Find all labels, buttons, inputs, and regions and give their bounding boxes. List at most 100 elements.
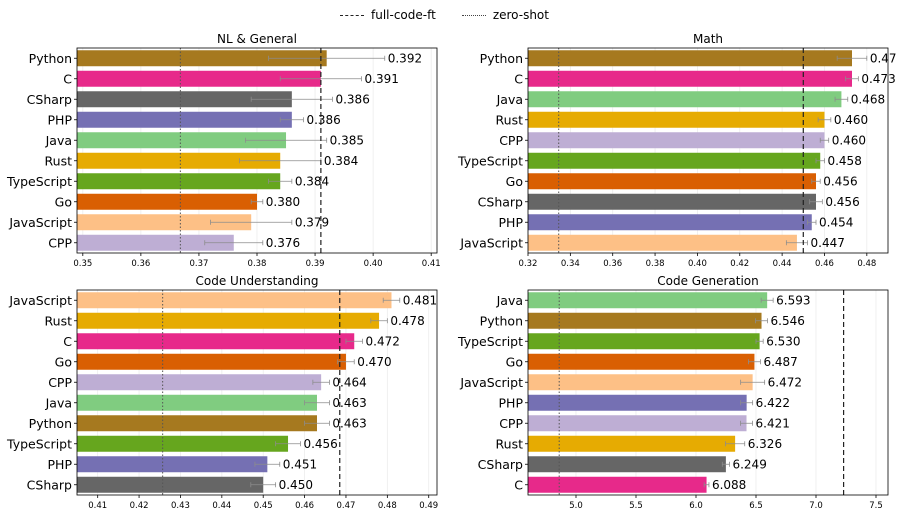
x-tick-label: 0.48 — [857, 259, 876, 269]
bar-go — [77, 193, 257, 210]
x-tick-label: 0.48 — [378, 501, 397, 511]
category-label-typescript: TypeScript — [6, 436, 72, 451]
chart-title: Math — [693, 32, 723, 46]
chart-title: NL & General — [217, 32, 297, 46]
bar-typescript — [528, 152, 821, 169]
category-label-python: Python — [29, 51, 72, 66]
bar-php — [528, 214, 812, 231]
category-label-python: Python — [480, 313, 523, 328]
category-label-typescript: TypeScript — [6, 174, 72, 189]
plot-frame — [527, 289, 889, 496]
bar-python — [528, 312, 762, 329]
bar-csharp — [528, 193, 816, 210]
bar-java — [77, 132, 287, 149]
x-tick-label: 7.5 — [869, 501, 883, 511]
x-tick-label: 0.43 — [171, 501, 190, 511]
dashed-line-icon — [340, 14, 364, 16]
bar-rust — [528, 435, 736, 452]
value-label-c: 0.473 — [861, 72, 895, 86]
x-tick-label: 0.42 — [130, 501, 149, 511]
x-tick-label: 0.47 — [336, 501, 355, 511]
category-label-typescript: TypeScript — [457, 153, 523, 168]
x-tick-label: 0.32 — [519, 259, 538, 269]
bar-javascript — [528, 374, 753, 391]
category-label-cpp: CPP — [48, 235, 72, 250]
legend-item-full-code-ft: full-code-ft — [340, 8, 436, 22]
value-label-php: 6.422 — [756, 396, 790, 410]
bar-javascript — [77, 214, 252, 231]
plot-frame — [527, 47, 889, 254]
bar-javascript — [77, 292, 392, 309]
value-label-csharp: 0.456 — [825, 195, 859, 209]
bar-go — [528, 353, 755, 370]
bar-php — [77, 111, 292, 128]
legend-label-full-code-ft: full-code-ft — [371, 8, 436, 22]
category-label-python: Python — [480, 51, 523, 66]
category-label-python: Python — [29, 416, 72, 431]
category-label-cpp: CPP — [48, 375, 72, 390]
category-label-csharp: CSharp — [478, 457, 523, 472]
x-tick-label: 0.42 — [730, 259, 749, 269]
value-label-python: 0.392 — [388, 51, 422, 65]
bar-cpp — [77, 234, 234, 251]
value-label-typescript: 0.384 — [295, 174, 329, 188]
value-label-java: 0.385 — [330, 133, 364, 147]
chart-panel-math: 0.473Python0.473C0.468Java0.460Rust0.460… — [457, 32, 897, 269]
value-label-c: 6.088 — [712, 478, 746, 492]
bar-cpp — [528, 132, 825, 149]
value-label-go: 0.380 — [266, 195, 300, 209]
bar-c — [528, 476, 707, 493]
bar-csharp — [77, 91, 292, 108]
value-label-csharp: 0.450 — [279, 478, 313, 492]
value-label-rust: 0.460 — [834, 113, 868, 127]
x-tick-label: 0.49 — [419, 501, 438, 511]
bar-typescript — [77, 173, 281, 190]
x-tick-label: 5.5 — [629, 501, 643, 511]
chart-panel-nl-general: 0.392 Python 0.391 C 0.386 CSharp 0.386 PHP 0.38… — [6, 32, 441, 269]
category-label-javascript: JavaScript — [459, 375, 523, 390]
category-label-typescript: TypeScript — [457, 334, 523, 349]
value-label-typescript: 0.458 — [827, 154, 861, 168]
value-label-javascript: 0.481 — [403, 293, 437, 307]
value-label-cpp: 0.376 — [266, 236, 300, 250]
value-label-python: 6.546 — [771, 314, 805, 328]
x-tick-label: 7.0 — [809, 501, 823, 511]
value-label-go: 6.487 — [763, 355, 797, 369]
value-label-cpp: 0.460 — [832, 133, 866, 147]
category-label-cpp: CPP — [499, 133, 523, 148]
category-label-javascript: JavaScript — [459, 235, 523, 250]
category-label-javascript: JavaScript — [8, 293, 72, 308]
bar-c — [77, 70, 321, 87]
x-tick-label: 0.39 — [306, 259, 325, 269]
category-label-rust: Rust — [496, 436, 524, 451]
bar-php — [77, 456, 268, 473]
x-tick-label: 0.46 — [815, 259, 834, 269]
category-label-php: PHP — [499, 395, 524, 410]
bar-typescript — [77, 435, 289, 452]
category-label-c: C — [514, 477, 523, 492]
x-tick-label: 0.44 — [212, 501, 231, 511]
legend-item-zero-shot: zero-shot — [461, 8, 549, 22]
legend-label-zero-shot: zero-shot — [492, 8, 549, 22]
x-tick-label: 0.40 — [688, 259, 707, 269]
x-tick-label: 0.38 — [646, 259, 665, 269]
bar-c — [528, 70, 852, 87]
value-label-typescript: 6.530 — [766, 334, 800, 348]
plot-frame — [76, 47, 438, 254]
value-label-javascript: 0.447 — [811, 236, 845, 250]
chart-title: Code Generation — [657, 274, 758, 288]
bar-rust — [77, 152, 281, 169]
plot-frame — [76, 289, 438, 496]
bar-csharp — [77, 476, 264, 493]
category-label-c: C — [63, 71, 72, 86]
chart-panel-code-generation: 6.593 Java 6.546 Python 6.530 TypeScript 6.487… — [457, 274, 889, 511]
x-tick-label: 0.34 — [561, 259, 580, 269]
x-tick-label: 6.0 — [689, 501, 703, 511]
value-label-typescript: 0.456 — [303, 437, 337, 451]
bar-java — [528, 292, 768, 309]
value-label-rust: 0.384 — [324, 154, 358, 168]
x-tick-label: 0.36 — [603, 259, 622, 269]
x-tick-label: 0.37 — [189, 259, 208, 269]
value-label-go: 0.456 — [823, 174, 857, 188]
